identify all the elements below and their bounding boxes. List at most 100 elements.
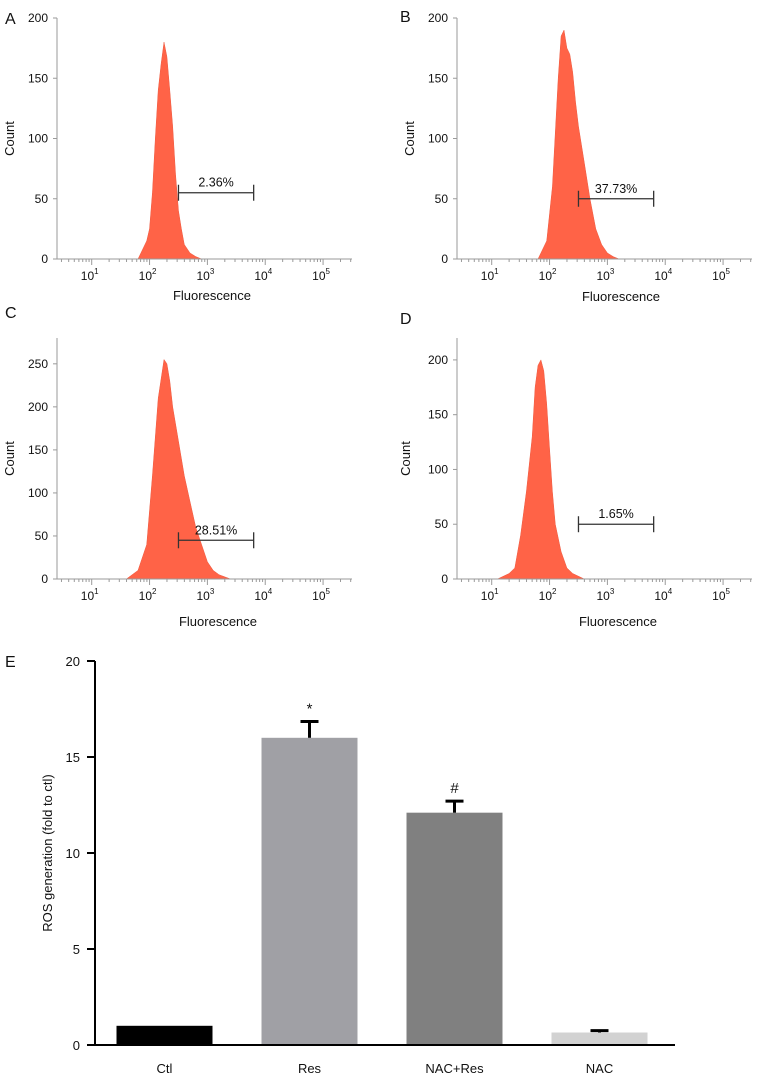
x-tick-base: 10	[481, 589, 495, 603]
x-tick-label: 104	[254, 587, 272, 603]
x-axis-title: Fluorescence	[579, 614, 657, 629]
gate-percent-label: 1.65%	[598, 507, 633, 521]
x-tick-base: 10	[481, 269, 495, 283]
x-tick-label: 101	[81, 587, 99, 603]
x-tick-exponent: 1	[494, 267, 499, 276]
x-tick-exponent: 2	[152, 587, 157, 596]
x-tick-label: 102	[139, 587, 157, 603]
y-tick-label: 200	[28, 400, 48, 414]
x-tick-label: 101	[481, 587, 499, 603]
x-tick-label: 105	[712, 587, 730, 603]
y-tick-label: 50	[35, 192, 49, 206]
y-axis-title: ROS generation (fold to ctl)	[40, 774, 55, 932]
x-tick-label: 102	[539, 267, 557, 283]
histogram-area	[137, 42, 202, 260]
y-tick-label: 100	[428, 462, 448, 476]
panel-label: E	[5, 654, 16, 671]
x-tick-base: 10	[539, 589, 553, 603]
y-tick-label: 150	[428, 71, 448, 85]
x-tick-base: 10	[596, 589, 610, 603]
x-tick-exponent: 2	[552, 587, 557, 596]
x-tick-label: 103	[196, 267, 214, 283]
bar	[116, 1025, 213, 1045]
y-tick-label: 50	[435, 517, 449, 531]
x-tick-exponent: 4	[668, 267, 673, 276]
x-tick-base: 10	[654, 269, 668, 283]
y-axis-title: Count	[2, 121, 17, 156]
x-tick-label: 105	[312, 587, 330, 603]
y-tick-label: 200	[28, 11, 48, 25]
x-tick-base: 10	[539, 269, 553, 283]
y-axis-title: Count	[2, 441, 17, 476]
y-tick-label: 20	[66, 654, 80, 669]
x-tick-exponent: 3	[210, 267, 215, 276]
y-tick-label: 0	[73, 1038, 80, 1053]
x-tick-exponent: 3	[610, 587, 615, 596]
histogram-area	[125, 358, 231, 580]
x-category-label: Res	[298, 1061, 322, 1076]
x-tick-base: 10	[596, 269, 610, 283]
histogram-area	[537, 29, 620, 260]
x-tick-label: 103	[196, 587, 214, 603]
x-tick-exponent: 5	[726, 587, 731, 596]
y-tick-label: 0	[441, 572, 448, 586]
x-tick-exponent: 5	[326, 267, 331, 276]
y-tick-label: 50	[35, 529, 49, 543]
bar	[551, 1032, 648, 1045]
significance-mark: #	[450, 780, 459, 797]
x-tick-base: 10	[196, 269, 210, 283]
x-tick-label: 105	[312, 267, 330, 283]
x-tick-label: 102	[139, 267, 157, 283]
y-tick-label: 200	[428, 353, 448, 367]
y-tick-label: 5	[73, 942, 80, 957]
x-tick-label: 101	[81, 267, 99, 283]
x-tick-base: 10	[312, 269, 326, 283]
x-tick-exponent: 3	[210, 587, 215, 596]
y-tick-label: 0	[441, 252, 448, 266]
x-tick-base: 10	[712, 269, 726, 283]
y-tick-label: 200	[428, 11, 448, 25]
y-tick-label: 0	[41, 252, 48, 266]
x-tick-base: 10	[196, 589, 210, 603]
x-axis-title: Fluorescence	[582, 289, 660, 304]
x-category-label: Ctl	[157, 1061, 173, 1076]
histogram-area	[497, 359, 585, 580]
y-tick-label: 100	[28, 132, 48, 146]
y-axis-title: Count	[402, 121, 417, 156]
y-tick-label: 100	[28, 486, 48, 500]
y-tick-label: 15	[66, 750, 80, 765]
x-tick-base: 10	[81, 269, 95, 283]
y-tick-label: 100	[428, 132, 448, 146]
x-tick-exponent: 1	[494, 587, 499, 596]
x-tick-label: 101	[481, 267, 499, 283]
panel-label: C	[5, 305, 17, 322]
x-tick-exponent: 1	[94, 267, 99, 276]
x-category-label: NAC+Res	[425, 1061, 484, 1076]
significance-mark: *	[307, 700, 313, 717]
x-category-label: NAC	[586, 1061, 613, 1076]
x-tick-label: 103	[596, 267, 614, 283]
x-tick-base: 10	[312, 589, 326, 603]
panel-label: A	[5, 11, 16, 28]
x-tick-base: 10	[712, 589, 726, 603]
gate-percent-label: 2.36%	[198, 176, 233, 190]
x-tick-base: 10	[81, 589, 95, 603]
x-tick-base: 10	[254, 589, 268, 603]
x-tick-label: 105	[712, 267, 730, 283]
y-tick-label: 150	[28, 443, 48, 457]
y-tick-label: 150	[428, 408, 448, 422]
y-tick-label: 250	[28, 357, 48, 371]
x-tick-label: 104	[654, 587, 672, 603]
y-tick-label: 0	[41, 572, 48, 586]
x-tick-exponent: 4	[268, 267, 273, 276]
y-axis-title: Count	[398, 441, 413, 476]
x-tick-label: 104	[254, 267, 272, 283]
y-tick-label: 50	[435, 192, 449, 206]
panel-label: B	[400, 9, 411, 26]
gate-percent-label: 28.51%	[195, 523, 237, 537]
x-tick-exponent: 2	[152, 267, 157, 276]
